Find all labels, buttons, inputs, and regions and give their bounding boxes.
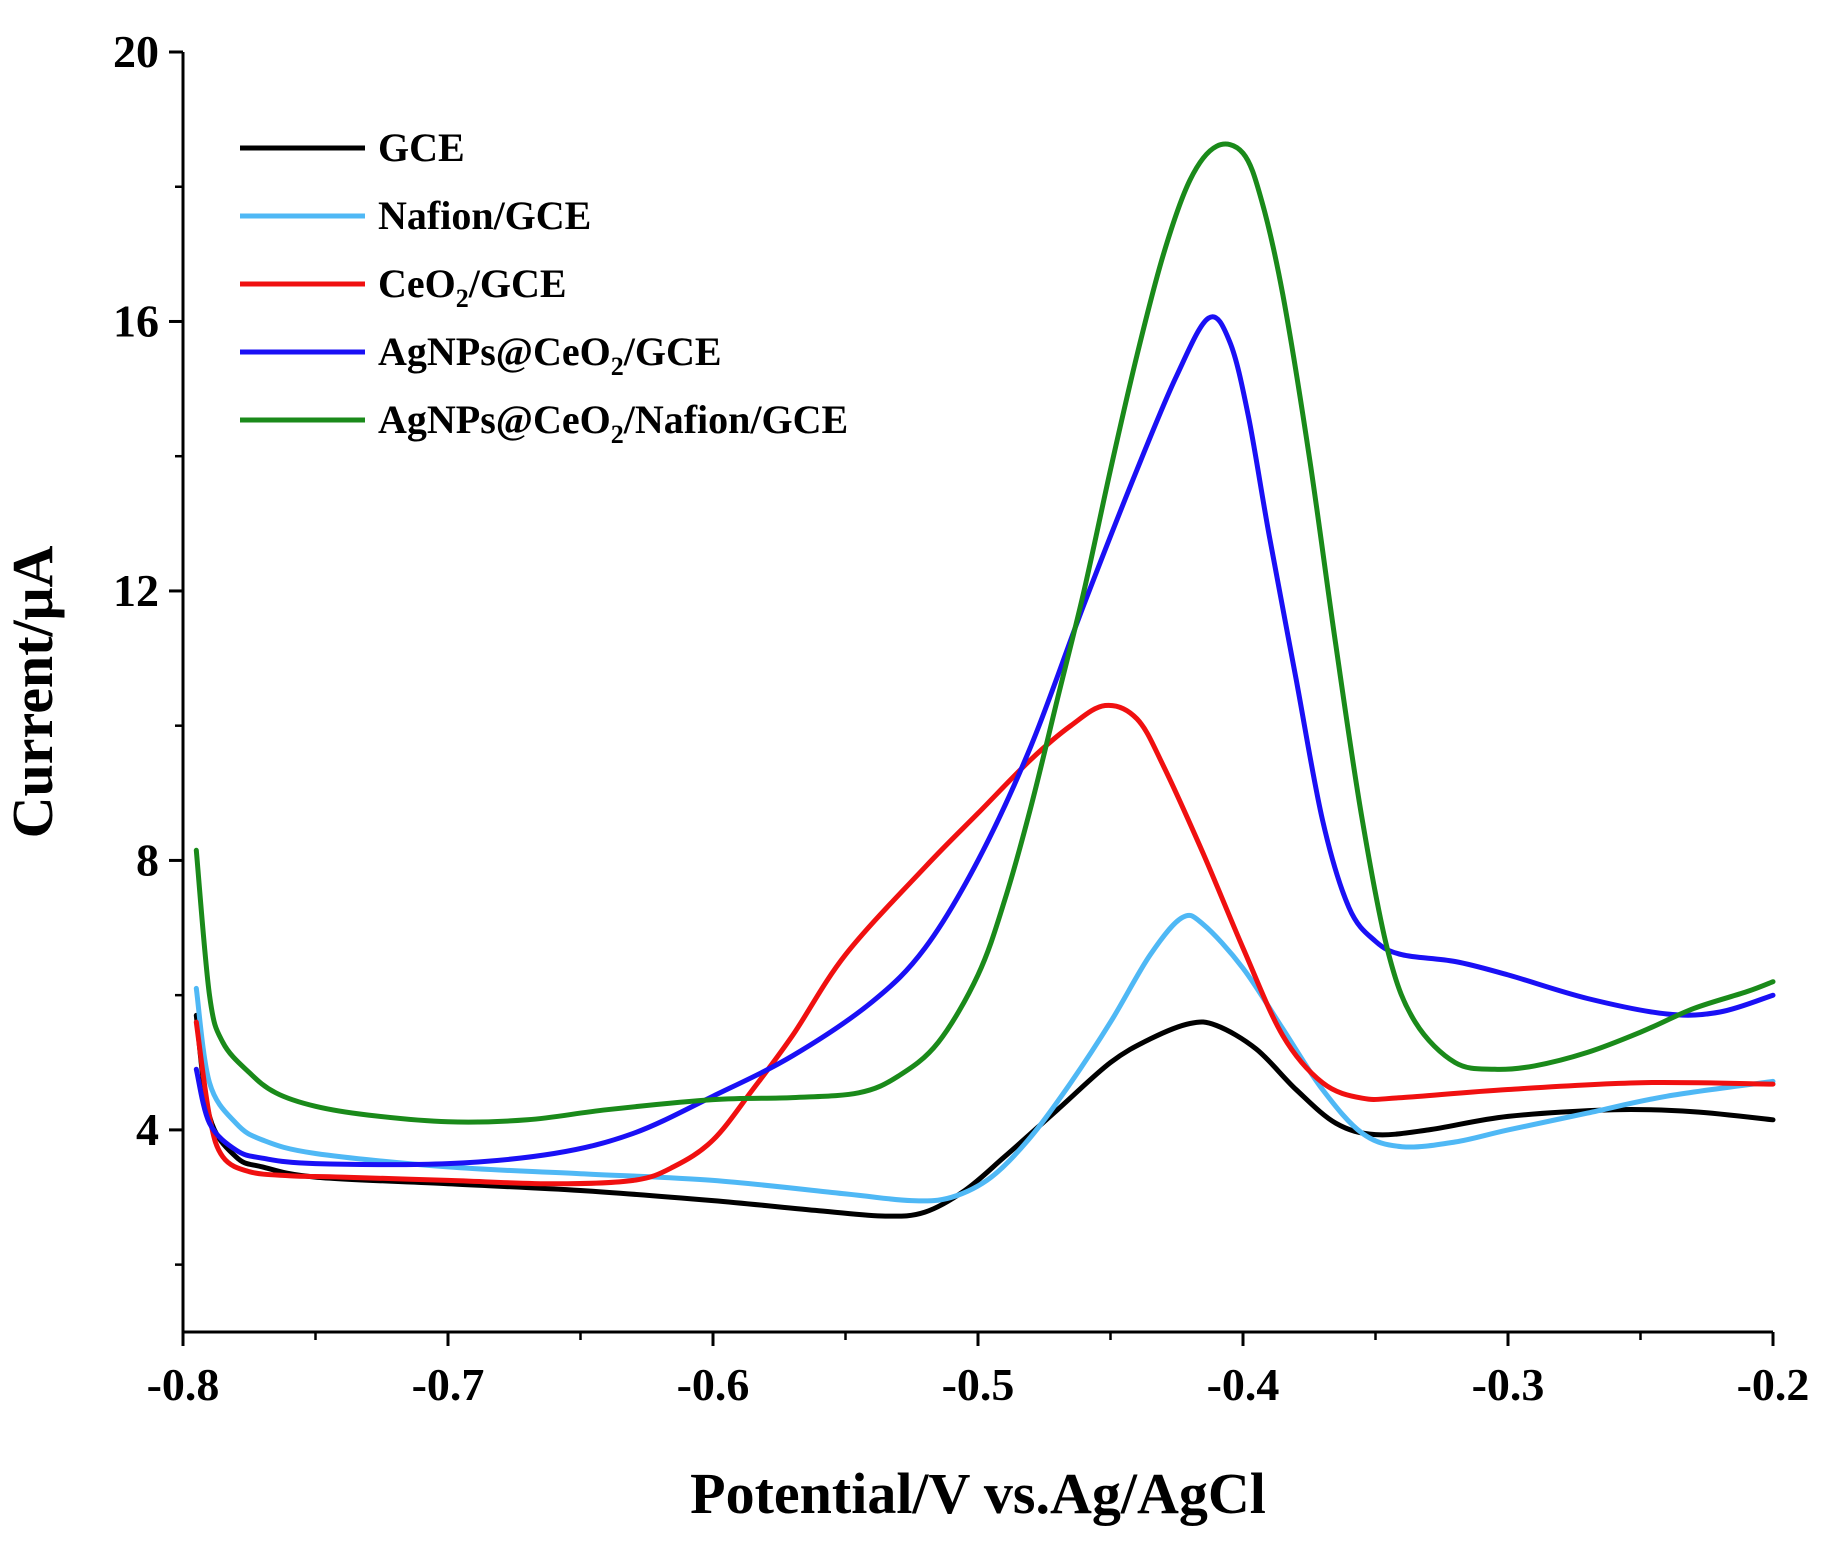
legend-label-ceo2-gce: CeO2/GCE xyxy=(378,261,567,313)
y-tick-label: 12 xyxy=(113,565,159,616)
x-tick-label: -0.8 xyxy=(147,1359,220,1410)
y-tick-label: 4 xyxy=(136,1104,159,1155)
legend-label-agnps-ceo2-gce: AgNPs@CeO2/GCE xyxy=(378,329,722,381)
y-tick-label: 16 xyxy=(113,295,159,346)
y-tick-label: 8 xyxy=(136,834,159,885)
series-lines xyxy=(193,141,1776,1219)
series-line-agnps-ceo2-nafion-gce xyxy=(193,141,1776,1125)
y-axis-title: Current/μA xyxy=(0,546,65,839)
series-line-gce xyxy=(193,1012,1776,1219)
series-line-agnps-ceo2-gce xyxy=(193,314,1776,1168)
y-axis-ticks: 4 8 12 16 20 xyxy=(113,26,183,1266)
legend: GCE Nafion/GCE CeO2/GCE AgNPs@CeO2/GCE AgNPs… xyxy=(240,125,848,449)
legend-label-agnps-ceo2-nafion-gce: AgNPs@CeO2/Nafion/GCE xyxy=(378,397,848,449)
series-line-nafion-gce xyxy=(193,912,1776,1204)
y-tick-label: 20 xyxy=(113,26,159,77)
x-tick-label: -0.4 xyxy=(1207,1359,1280,1410)
x-tick-label: -0.2 xyxy=(1737,1359,1810,1410)
plot-frame xyxy=(181,52,1773,1334)
x-tick-label: -0.3 xyxy=(1472,1359,1545,1410)
legend-label-nafion-gce: Nafion/GCE xyxy=(378,193,591,238)
x-tick-label: -0.6 xyxy=(677,1359,750,1410)
x-axis-title: Potential/V vs.Ag/AgCl xyxy=(690,1461,1266,1526)
series-line-ceo2-gce xyxy=(193,702,1776,1187)
x-tick-label: -0.5 xyxy=(942,1359,1015,1410)
legend-label-gce: GCE xyxy=(378,125,465,170)
x-axis-ticks: -0.8 -0.7 -0.6 -0.5 -0.4 -0.3 -0.2 xyxy=(147,1332,1810,1410)
x-tick-label: -0.7 xyxy=(412,1359,485,1410)
